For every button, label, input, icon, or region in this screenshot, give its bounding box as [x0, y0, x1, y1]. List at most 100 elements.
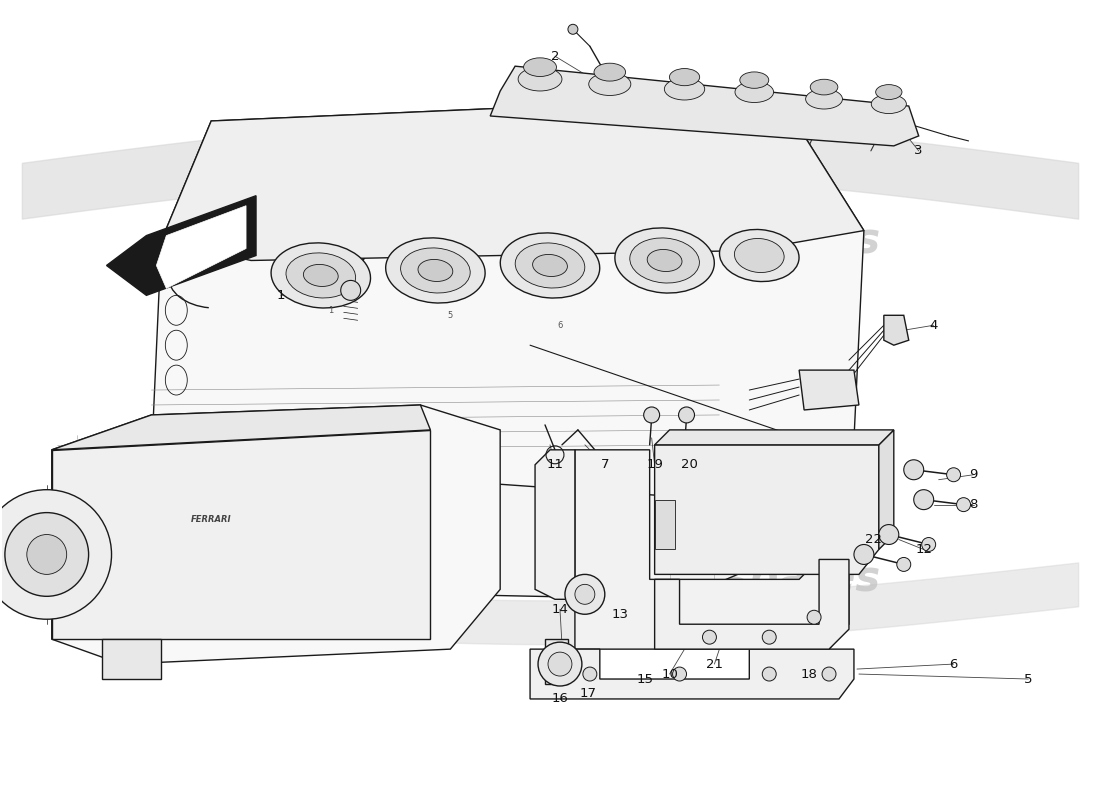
Text: 7: 7 [601, 458, 609, 471]
Text: 3: 3 [914, 144, 923, 158]
Circle shape [822, 667, 836, 681]
Polygon shape [52, 405, 430, 450]
Polygon shape [491, 66, 918, 146]
Text: 9: 9 [969, 468, 978, 482]
Polygon shape [101, 639, 162, 679]
Text: eurospares: eurospares [219, 558, 482, 600]
Ellipse shape [664, 78, 705, 100]
Polygon shape [879, 430, 894, 550]
Polygon shape [535, 450, 575, 599]
Text: 18: 18 [801, 667, 817, 681]
Ellipse shape [594, 63, 626, 81]
Ellipse shape [670, 69, 700, 86]
Polygon shape [107, 196, 256, 295]
Text: 15: 15 [636, 673, 653, 686]
Circle shape [679, 407, 694, 423]
Circle shape [0, 490, 111, 619]
Polygon shape [530, 649, 854, 699]
Text: 12: 12 [915, 543, 932, 556]
Circle shape [565, 574, 605, 614]
Text: 8: 8 [969, 498, 978, 511]
Circle shape [538, 642, 582, 686]
Polygon shape [883, 315, 909, 345]
Ellipse shape [418, 259, 453, 282]
Circle shape [904, 460, 924, 480]
Text: 2: 2 [551, 50, 559, 62]
Text: 13: 13 [612, 608, 628, 621]
Text: 1: 1 [277, 289, 285, 302]
Ellipse shape [386, 238, 485, 303]
Ellipse shape [735, 82, 773, 102]
Text: 5: 5 [1024, 673, 1033, 686]
Circle shape [922, 538, 936, 551]
Circle shape [568, 24, 578, 34]
Text: 20: 20 [681, 458, 698, 471]
Circle shape [854, 545, 873, 565]
Polygon shape [52, 405, 500, 664]
Ellipse shape [532, 254, 568, 277]
Text: 21: 21 [706, 658, 723, 670]
Ellipse shape [518, 67, 562, 91]
Text: FERRARI: FERRARI [191, 515, 231, 524]
Ellipse shape [524, 58, 557, 77]
Circle shape [672, 667, 686, 681]
Circle shape [644, 407, 660, 423]
Polygon shape [654, 559, 849, 649]
Text: 4: 4 [930, 318, 938, 332]
Ellipse shape [647, 250, 682, 271]
Ellipse shape [286, 253, 355, 298]
Ellipse shape [719, 230, 799, 282]
Polygon shape [121, 460, 749, 599]
Text: 5: 5 [448, 310, 453, 320]
Ellipse shape [740, 72, 769, 88]
Polygon shape [544, 639, 568, 684]
Ellipse shape [515, 243, 585, 288]
Circle shape [762, 630, 777, 644]
Ellipse shape [811, 79, 838, 95]
Circle shape [548, 652, 572, 676]
Text: 16: 16 [551, 693, 569, 706]
Polygon shape [654, 445, 879, 574]
Ellipse shape [615, 228, 714, 293]
Ellipse shape [876, 85, 902, 99]
Circle shape [947, 468, 960, 482]
Text: 1: 1 [328, 306, 333, 315]
Polygon shape [799, 370, 859, 410]
Text: eurospares: eurospares [618, 558, 881, 600]
Polygon shape [162, 96, 864, 261]
Circle shape [879, 525, 899, 545]
Circle shape [26, 534, 67, 574]
Ellipse shape [304, 265, 338, 286]
Polygon shape [52, 430, 430, 639]
Ellipse shape [400, 248, 470, 293]
Ellipse shape [805, 89, 843, 109]
Circle shape [575, 584, 595, 604]
Circle shape [583, 667, 597, 681]
Text: eurospares: eurospares [618, 219, 881, 262]
Polygon shape [575, 450, 849, 649]
Circle shape [957, 498, 970, 512]
Circle shape [914, 490, 934, 510]
Ellipse shape [588, 73, 630, 95]
Text: 17: 17 [580, 687, 596, 701]
Text: 22: 22 [866, 533, 882, 546]
Circle shape [703, 630, 716, 644]
Text: eurospares: eurospares [219, 219, 482, 262]
Polygon shape [152, 96, 864, 525]
Ellipse shape [500, 233, 600, 298]
Text: 11: 11 [547, 458, 563, 471]
Circle shape [896, 558, 911, 571]
Circle shape [807, 610, 821, 624]
Text: 14: 14 [551, 602, 569, 616]
Text: 6: 6 [949, 658, 958, 670]
Text: 6: 6 [558, 321, 563, 330]
Ellipse shape [271, 243, 371, 308]
Text: 10: 10 [661, 667, 678, 681]
Ellipse shape [735, 238, 784, 273]
Circle shape [4, 513, 89, 596]
Polygon shape [654, 500, 674, 550]
Polygon shape [156, 206, 246, 288]
Text: 19: 19 [646, 458, 663, 471]
Ellipse shape [871, 94, 906, 114]
Circle shape [341, 281, 361, 300]
